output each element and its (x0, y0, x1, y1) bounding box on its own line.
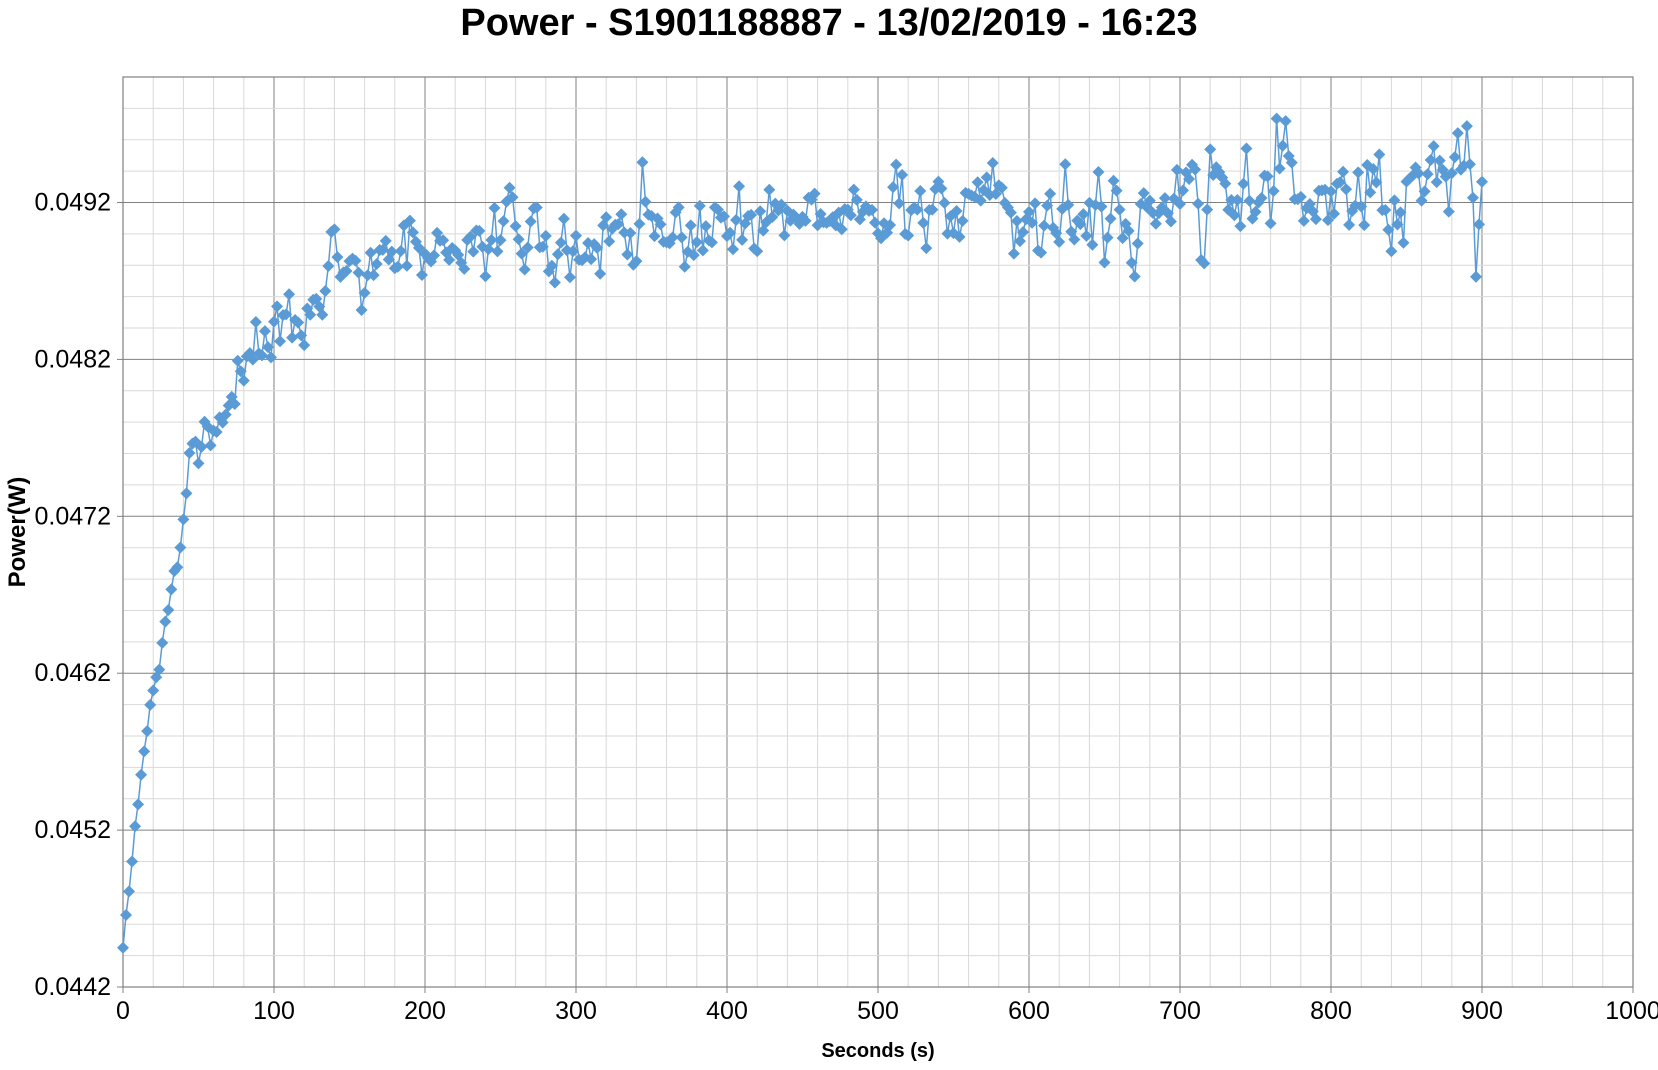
svg-text:600: 600 (1008, 997, 1050, 1025)
svg-text:900: 900 (1461, 997, 1503, 1025)
svg-text:0.0492: 0.0492 (35, 189, 111, 217)
svg-text:0.0452: 0.0452 (35, 816, 111, 844)
svg-text:1000: 1000 (1605, 997, 1658, 1025)
svg-text:0.0462: 0.0462 (35, 659, 111, 687)
svg-text:Power(W): Power(W) (4, 477, 31, 588)
svg-text:0.0472: 0.0472 (35, 502, 111, 530)
svg-text:0.0442: 0.0442 (35, 973, 111, 1001)
svg-text:800: 800 (1310, 997, 1352, 1025)
svg-text:200: 200 (404, 997, 446, 1025)
svg-text:500: 500 (857, 997, 899, 1025)
svg-text:100: 100 (253, 997, 295, 1025)
svg-text:400: 400 (706, 997, 748, 1025)
svg-text:700: 700 (1159, 997, 1201, 1025)
svg-text:300: 300 (555, 997, 597, 1025)
svg-text:0.0482: 0.0482 (35, 345, 111, 373)
svg-text:0: 0 (116, 997, 130, 1025)
